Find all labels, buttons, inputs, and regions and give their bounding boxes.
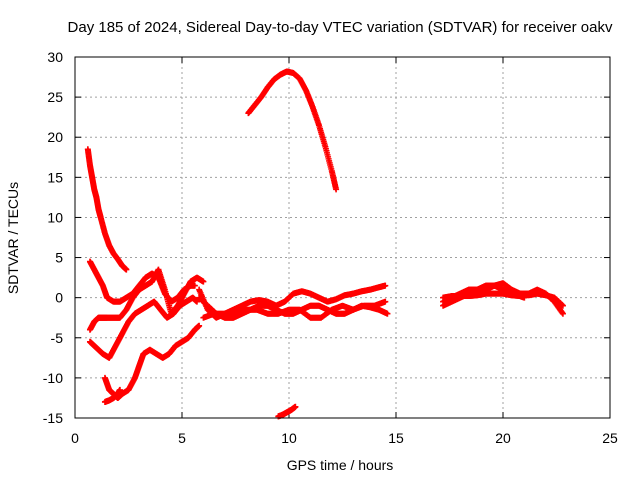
data-point bbox=[196, 322, 203, 329]
series-arc-10 bbox=[245, 68, 340, 193]
y-tick-label: -5 bbox=[51, 330, 64, 346]
data-point bbox=[123, 266, 130, 273]
data-point bbox=[116, 386, 123, 393]
x-tick-label: 20 bbox=[495, 430, 511, 446]
y-axis-label: SDTVAR / TECUs bbox=[5, 182, 21, 294]
data-point bbox=[193, 298, 200, 305]
x-tick-label: 25 bbox=[602, 430, 618, 446]
series-arc-1 bbox=[84, 146, 130, 273]
y-tick-label: 20 bbox=[47, 129, 63, 145]
series-arc-4 bbox=[86, 294, 200, 361]
data-point bbox=[333, 186, 340, 193]
y-tick-label: 15 bbox=[47, 169, 63, 185]
y-tick-label: 0 bbox=[55, 290, 63, 306]
y-tick-label: 5 bbox=[55, 250, 63, 266]
series-arc-6 bbox=[101, 386, 123, 405]
data-point bbox=[292, 403, 299, 410]
chart-title: Day 185 of 2024, Sidereal Day-to-day VTE… bbox=[68, 19, 613, 36]
y-tick-label: 10 bbox=[47, 209, 63, 225]
series-arc-5 bbox=[101, 322, 203, 401]
series-arc-11 bbox=[275, 403, 299, 420]
series-arc-14 bbox=[440, 290, 528, 301]
data-point bbox=[559, 310, 566, 317]
y-tick-label: -15 bbox=[43, 410, 63, 426]
x-tick-label: 15 bbox=[388, 430, 404, 446]
x-tick-label: 5 bbox=[178, 430, 186, 446]
data-point bbox=[384, 310, 391, 317]
data-point bbox=[200, 278, 207, 285]
x-tick-label: 10 bbox=[281, 430, 297, 446]
data-point bbox=[382, 298, 389, 305]
data-points bbox=[84, 68, 566, 420]
data-point bbox=[559, 302, 566, 309]
x-axis-label: GPS time / hours bbox=[287, 457, 394, 473]
data-point bbox=[191, 282, 198, 289]
data-point bbox=[521, 294, 528, 301]
series-arc-9 bbox=[200, 298, 389, 321]
y-tick-label: 30 bbox=[47, 49, 63, 65]
y-tick-label: 25 bbox=[47, 89, 63, 105]
grid bbox=[75, 57, 610, 418]
x-tick-label: 0 bbox=[71, 430, 79, 446]
plot-frame bbox=[74, 56, 611, 419]
y-tick-label: -10 bbox=[43, 370, 63, 386]
data-point bbox=[382, 282, 389, 289]
